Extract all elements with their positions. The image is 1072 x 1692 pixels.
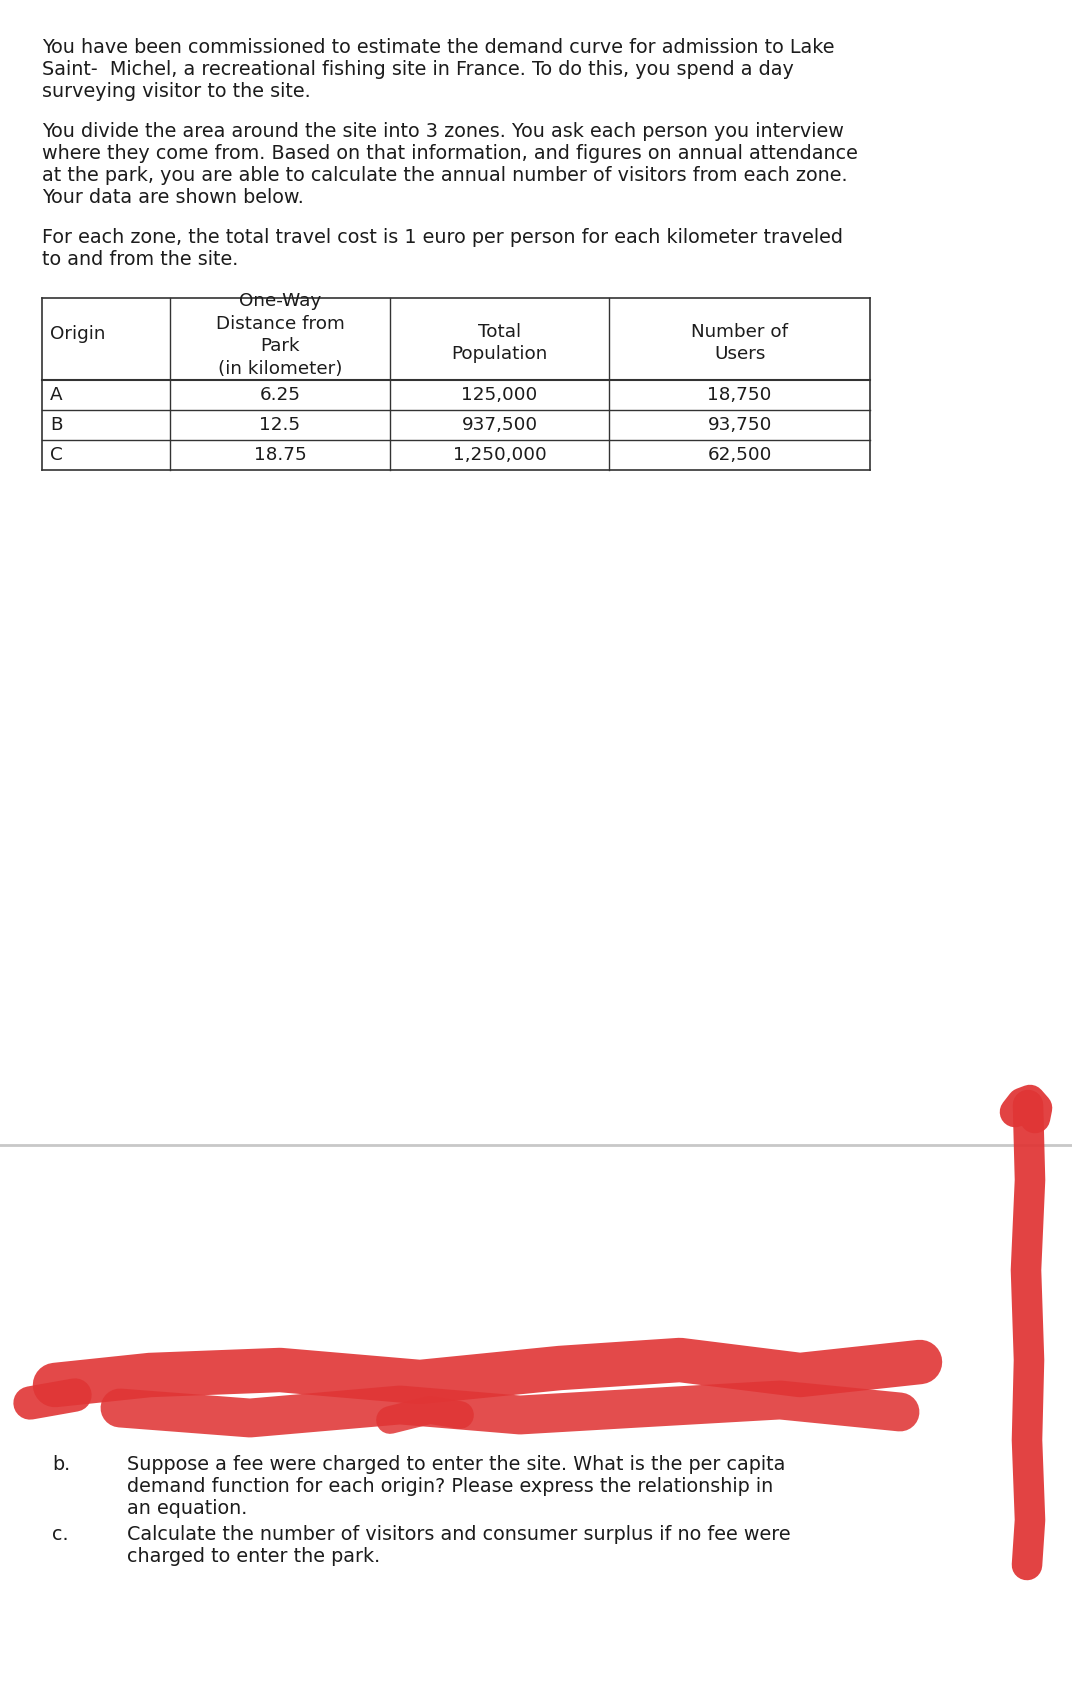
Text: C: C <box>50 447 63 464</box>
Text: an equation.: an equation. <box>126 1499 248 1518</box>
Text: 1,250,000: 1,250,000 <box>452 447 547 464</box>
Text: One-Way
Distance from
Park
(in kilometer): One-Way Distance from Park (in kilometer… <box>215 291 344 379</box>
Text: You have been commissioned to estimate the demand curve for admission to Lake: You have been commissioned to estimate t… <box>42 37 834 58</box>
Text: Suppose a fee were charged to enter the site. What is the per capita: Suppose a fee were charged to enter the … <box>126 1455 786 1474</box>
Text: A: A <box>50 386 62 404</box>
Text: Your data are shown below.: Your data are shown below. <box>42 188 303 206</box>
Text: Total
Population: Total Population <box>451 323 548 364</box>
Text: You divide the area around the site into 3 zones. You ask each person you interv: You divide the area around the site into… <box>42 122 844 140</box>
Text: at the park, you are able to calculate the annual number of visitors from each z: at the park, you are able to calculate t… <box>42 166 848 184</box>
Text: demand function for each origin? Please express the relationship in: demand function for each origin? Please … <box>126 1477 773 1496</box>
Text: 18.75: 18.75 <box>254 447 307 464</box>
Text: B: B <box>50 416 62 435</box>
Text: where they come from. Based on that information, and figures on annual attendanc: where they come from. Based on that info… <box>42 144 858 162</box>
Text: to and from the site.: to and from the site. <box>42 250 238 269</box>
Text: 62,500: 62,500 <box>708 447 772 464</box>
Text: Saint-  Michel, a recreational fishing site in France. To do this, you spend a d: Saint- Michel, a recreational fishing si… <box>42 59 794 80</box>
Text: c.: c. <box>53 1524 69 1545</box>
Text: Origin: Origin <box>50 325 105 343</box>
Text: Number of
Users: Number of Users <box>691 323 788 364</box>
Text: 12.5: 12.5 <box>259 416 300 435</box>
Text: 937,500: 937,500 <box>461 416 537 435</box>
Text: Calculate the number of visitors and consumer surplus if no fee were: Calculate the number of visitors and con… <box>126 1524 791 1545</box>
Text: charged to enter the park.: charged to enter the park. <box>126 1546 381 1567</box>
Text: b.: b. <box>53 1455 71 1474</box>
Text: 125,000: 125,000 <box>461 386 537 404</box>
Text: 6.25: 6.25 <box>259 386 300 404</box>
Text: 93,750: 93,750 <box>708 416 772 435</box>
Text: For each zone, the total travel cost is 1 euro per person for each kilometer tra: For each zone, the total travel cost is … <box>42 228 843 247</box>
Text: surveying visitor to the site.: surveying visitor to the site. <box>42 81 311 102</box>
Text: 18,750: 18,750 <box>708 386 772 404</box>
